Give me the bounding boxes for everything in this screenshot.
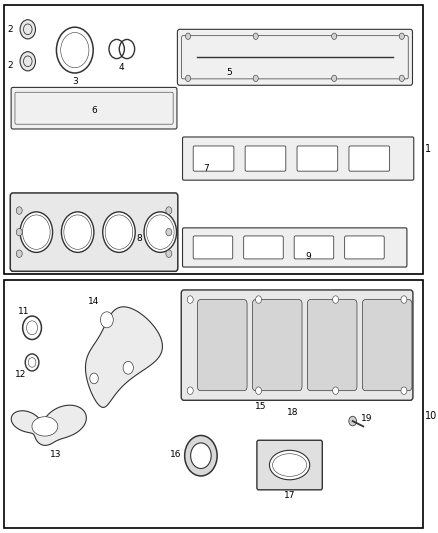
Circle shape: [166, 207, 172, 214]
Text: 6: 6: [91, 106, 97, 115]
Polygon shape: [11, 405, 86, 446]
Text: 17: 17: [284, 491, 296, 500]
Circle shape: [349, 416, 357, 426]
Circle shape: [90, 373, 98, 384]
Circle shape: [255, 296, 261, 303]
Polygon shape: [85, 307, 162, 407]
FancyBboxPatch shape: [181, 290, 413, 400]
FancyBboxPatch shape: [177, 29, 413, 85]
Text: 18: 18: [287, 408, 299, 417]
Text: 4: 4: [119, 63, 125, 72]
Text: 14: 14: [88, 297, 100, 306]
Circle shape: [255, 387, 261, 394]
FancyBboxPatch shape: [11, 87, 177, 129]
Circle shape: [20, 52, 35, 71]
Circle shape: [123, 361, 133, 374]
Ellipse shape: [269, 450, 310, 480]
FancyBboxPatch shape: [193, 146, 234, 171]
FancyBboxPatch shape: [297, 146, 338, 171]
Text: 16: 16: [170, 450, 182, 458]
Circle shape: [401, 387, 407, 394]
Circle shape: [186, 33, 191, 39]
Text: 12: 12: [15, 370, 26, 379]
Circle shape: [253, 75, 258, 82]
Circle shape: [332, 33, 337, 39]
Circle shape: [16, 250, 22, 257]
Text: 13: 13: [50, 450, 61, 459]
FancyBboxPatch shape: [307, 300, 357, 391]
FancyBboxPatch shape: [345, 236, 384, 259]
Text: 3: 3: [72, 77, 78, 86]
FancyBboxPatch shape: [362, 300, 412, 391]
Text: 7: 7: [204, 164, 209, 173]
Text: 15: 15: [255, 402, 266, 411]
Circle shape: [187, 296, 193, 303]
Circle shape: [166, 250, 172, 257]
Circle shape: [166, 229, 172, 236]
Text: 1: 1: [425, 144, 431, 154]
Circle shape: [187, 387, 193, 394]
Circle shape: [332, 387, 339, 394]
Circle shape: [103, 212, 135, 253]
Circle shape: [332, 75, 337, 82]
Circle shape: [61, 212, 94, 253]
Circle shape: [191, 443, 211, 469]
FancyBboxPatch shape: [252, 300, 302, 391]
Circle shape: [16, 207, 22, 214]
Circle shape: [253, 33, 258, 39]
FancyBboxPatch shape: [349, 146, 390, 171]
Circle shape: [332, 296, 339, 303]
Circle shape: [401, 296, 407, 303]
Text: 8: 8: [137, 235, 142, 243]
Circle shape: [399, 75, 404, 82]
FancyBboxPatch shape: [193, 236, 233, 259]
Text: 11: 11: [18, 306, 29, 316]
Circle shape: [144, 212, 177, 253]
FancyBboxPatch shape: [294, 236, 334, 259]
FancyBboxPatch shape: [244, 236, 283, 259]
FancyBboxPatch shape: [198, 300, 247, 391]
Polygon shape: [32, 417, 58, 436]
Circle shape: [185, 435, 217, 476]
Circle shape: [20, 212, 53, 253]
Circle shape: [100, 312, 113, 328]
Text: 5: 5: [226, 68, 232, 77]
Text: 10: 10: [425, 411, 438, 421]
Text: 9: 9: [305, 252, 311, 261]
FancyBboxPatch shape: [183, 137, 414, 180]
Circle shape: [186, 75, 191, 82]
FancyBboxPatch shape: [10, 193, 178, 271]
Circle shape: [399, 33, 404, 39]
Circle shape: [16, 229, 22, 236]
FancyBboxPatch shape: [183, 228, 407, 267]
Circle shape: [20, 20, 35, 39]
FancyBboxPatch shape: [245, 146, 286, 171]
Text: 2: 2: [7, 25, 13, 34]
FancyBboxPatch shape: [257, 440, 322, 490]
Text: 19: 19: [361, 414, 373, 423]
Text: 2: 2: [7, 61, 13, 69]
